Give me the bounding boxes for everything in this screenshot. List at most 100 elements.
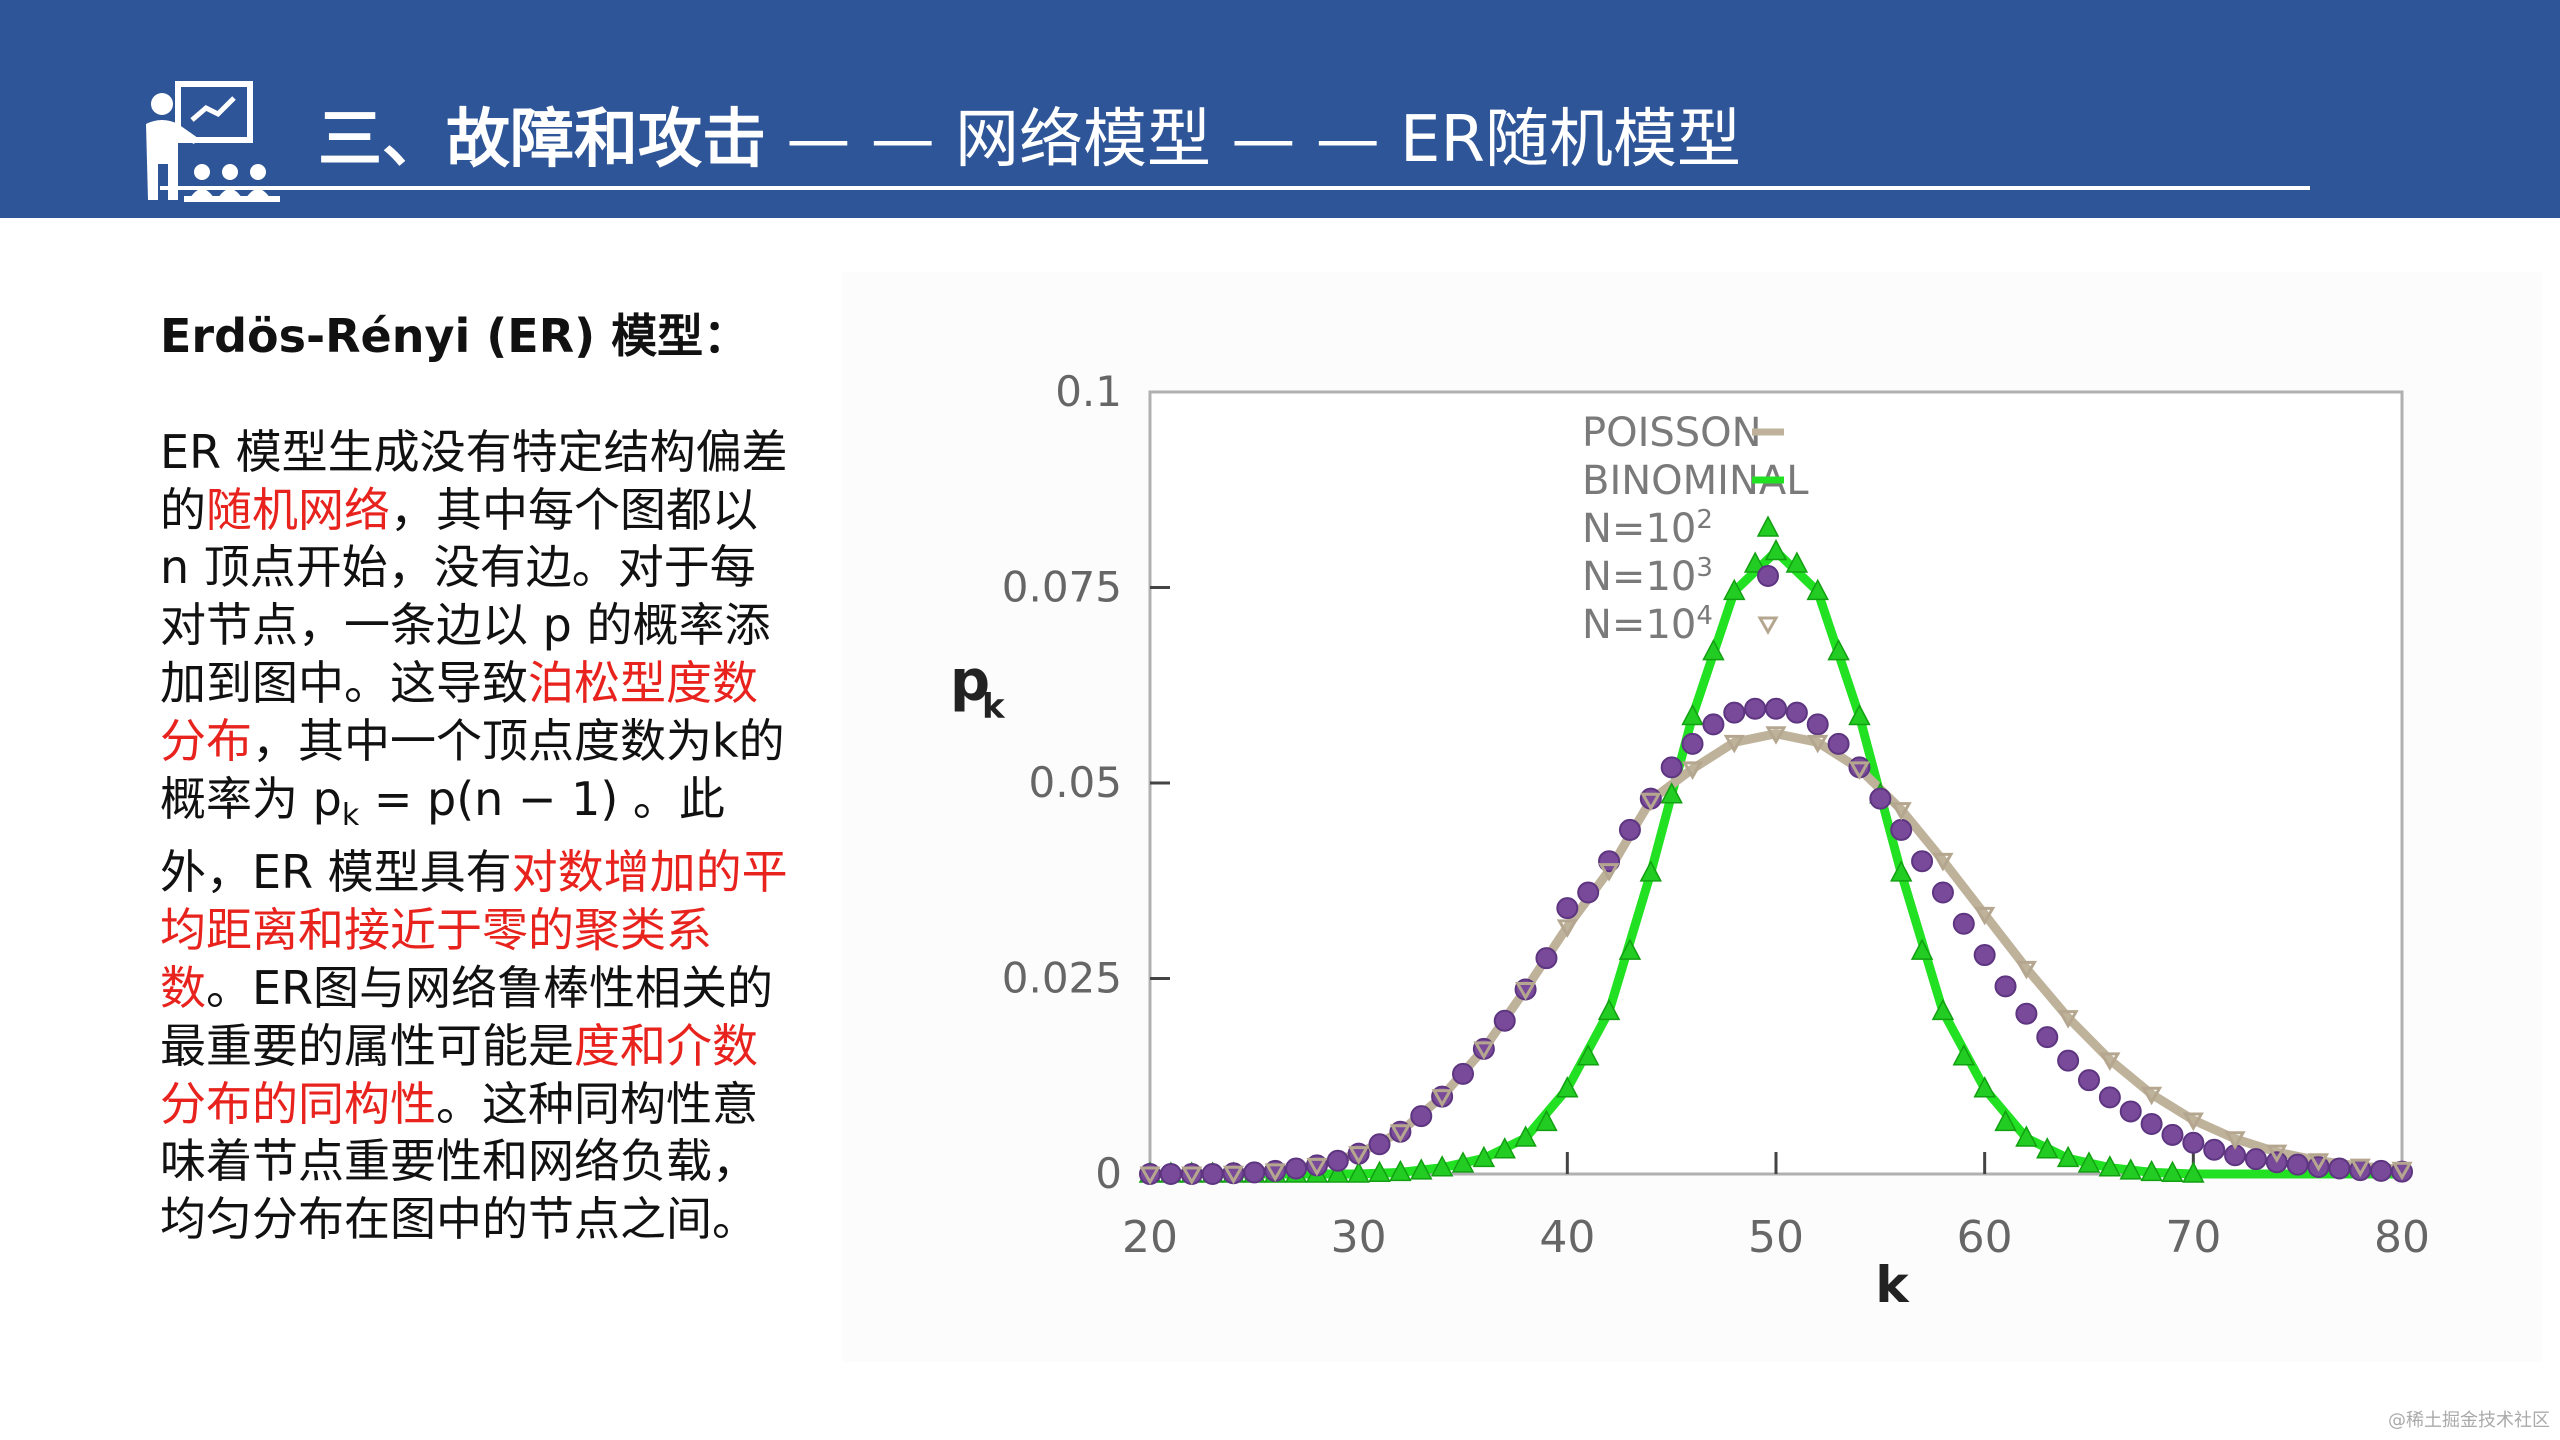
point-n10-3	[2036, 1026, 2059, 1049]
highlight-distance-clustering: 对数增加的平均距离和接近于零的聚类系数	[160, 845, 788, 1015]
point-n10-2	[2182, 1161, 2205, 1183]
point-n10-3	[2057, 1049, 2080, 1072]
x-tick-label: 60	[1957, 1212, 2013, 1263]
point-n10-4	[2141, 1086, 2163, 1106]
legend-swatch-3	[1757, 565, 1779, 587]
text-p4: = p(n − 1) 。此外，ER 模型具有	[160, 771, 725, 900]
point-n10-4	[2015, 960, 2037, 980]
point-n10-4	[1974, 906, 1996, 926]
point-n10-3	[2328, 1157, 2351, 1180]
point-n10-3	[1681, 732, 1704, 755]
point-n10-2	[1368, 1160, 1391, 1182]
point-n10-2	[1785, 551, 1809, 573]
point-n10-3	[2119, 1100, 2142, 1123]
point-n10-4	[2349, 1158, 2371, 1178]
point-n10-3	[2286, 1153, 2309, 1176]
point-n10-4	[1389, 1124, 1411, 1143]
point-n10-3	[1952, 912, 1975, 935]
point-n10-2	[2161, 1160, 2184, 1182]
point-n10-4	[1932, 852, 1954, 872]
point-n10-2	[1827, 639, 1850, 661]
legend-label-0: POISSON	[1582, 410, 1762, 456]
point-n10-2	[2056, 1145, 2080, 1168]
point-n10-2	[1556, 1076, 1579, 1098]
x-tick-label: 40	[1539, 1212, 1595, 1263]
point-n10-3	[1368, 1133, 1391, 1156]
chart-area: 0 0.025 0.05 0.075 0.1 20 30 40 50 60 70 80 k p k POISS…	[842, 272, 2542, 1362]
y-tick-label: 0	[1095, 1149, 1122, 1198]
point-n10-4	[2099, 1052, 2121, 1071]
x-tick-label: 80	[2374, 1212, 2430, 1263]
point-n10-4	[2182, 1112, 2204, 1132]
point-n10-2	[1931, 998, 1955, 1021]
point-n10-4	[1348, 1146, 1370, 1165]
point-n10-4	[1681, 761, 1704, 780]
point-n10-4	[1640, 792, 1662, 812]
title-section: 三、故障和攻击	[318, 103, 766, 177]
point-n10-3	[2244, 1148, 2267, 1171]
point-n10-3	[1702, 713, 1725, 736]
legend-superscript: 2	[1696, 505, 1713, 535]
point-n10-2	[1597, 998, 1621, 1021]
point-n10-2	[1952, 1044, 1976, 1066]
point-n10-2	[1910, 938, 1934, 960]
point-n10-3	[1723, 701, 1746, 724]
text-p1: ER 模型生成没有特定结构偏差的	[160, 424, 788, 537]
point-n10-2	[1660, 782, 1683, 804]
y-tick-label: 0.025	[1002, 954, 1122, 1003]
point-n10-3	[1410, 1105, 1433, 1128]
point-n10-2	[1389, 1159, 1412, 1182]
point-n10-4	[1306, 1157, 1328, 1177]
point-n10-2	[2140, 1159, 2163, 1182]
point-n10-2	[2015, 1125, 2038, 1147]
watermark: @稀土掘金技术社区	[2388, 1410, 2550, 1431]
point-n10-3	[1806, 713, 1829, 736]
point-n10-3	[1159, 1163, 1182, 1185]
point-n10-2	[1848, 703, 1871, 726]
point-n10-3	[1452, 1062, 1474, 1085]
point-n10-4	[2224, 1131, 2246, 1150]
point-n10-4	[1556, 919, 1578, 938]
point-n10-4	[1181, 1166, 1203, 1186]
header-bar	[0, 0, 2560, 218]
point-n10-4	[1765, 726, 1787, 745]
point-n10-2	[2119, 1158, 2142, 1180]
point-n10-4	[2391, 1161, 2413, 1181]
x-tick-label: 20	[1122, 1212, 1178, 1263]
point-n10-2	[1493, 1137, 1516, 1159]
point-n10-3	[2203, 1138, 2226, 1161]
point-n10-2	[1743, 551, 1767, 573]
y-axis-label: p	[950, 649, 990, 714]
y-tick-label: 0.075	[1002, 563, 1122, 612]
legend-superscript: 3	[1696, 553, 1713, 583]
point-n10-3	[1765, 697, 1787, 720]
point-n10-3	[1827, 732, 1850, 755]
x-tick-label: 50	[1748, 1212, 1804, 1263]
point-n10-2	[2077, 1151, 2101, 1173]
point-n10-3	[1994, 975, 2017, 998]
point-n10-2	[1723, 578, 1746, 601]
teacher-icon	[146, 81, 280, 202]
point-n10-2	[1472, 1145, 1496, 1168]
point-n10-2	[1326, 1161, 1350, 1183]
y-axis-label-subscript: k	[982, 687, 1006, 727]
point-n10-2	[1410, 1158, 1433, 1180]
legend-label-2: N=102	[1582, 505, 1713, 552]
point-n10-4	[1264, 1163, 1286, 1182]
text-p5: 。ER图与网络鲁棒性相关的最重要的属性可能是	[160, 960, 774, 1073]
point-n10-3	[1660, 756, 1683, 779]
x-tick-label: 30	[1331, 1212, 1387, 1263]
point-n10-3	[1201, 1163, 1224, 1185]
point-n10-3	[1911, 850, 1934, 873]
point-n10-4	[1807, 734, 1829, 754]
point-n10-3	[1285, 1157, 1308, 1180]
y-tick-label: 0.1	[1055, 367, 1122, 416]
point-n10-4	[1723, 734, 1745, 754]
point-n10-3	[1869, 787, 1892, 810]
legend-swatch-2	[1756, 515, 1780, 537]
point-n10-2	[1973, 1076, 1996, 1098]
point-n10-2	[1994, 1109, 2017, 1132]
point-n10-4	[1431, 1089, 1453, 1108]
point-n10-2	[1702, 639, 1725, 661]
point-n10-2	[2036, 1137, 2059, 1159]
